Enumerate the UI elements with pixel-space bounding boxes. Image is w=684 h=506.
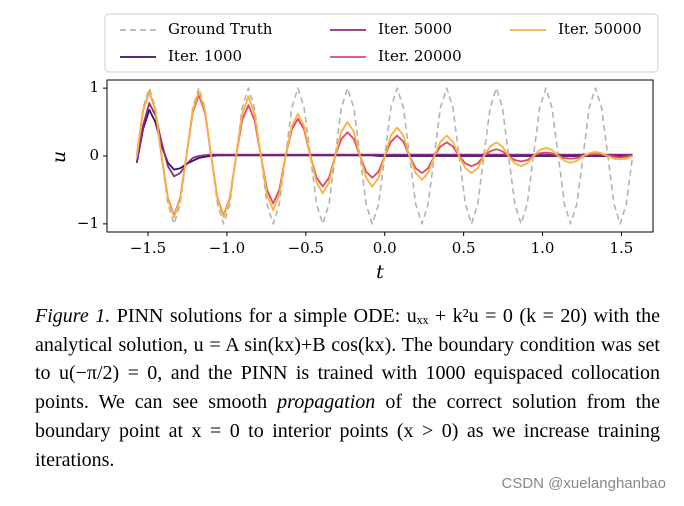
y-tick-label: 1 (89, 78, 99, 96)
legend-label: Iter. 20000 (378, 47, 462, 65)
legend-label: Iter. 5000 (378, 20, 452, 38)
legend-label: Iter. 50000 (558, 20, 642, 38)
x-axis-label: t (376, 261, 384, 283)
caption-text: PINN solutions for a simple ODE: uₓₓ + k… (35, 305, 660, 414)
plot-frame (106, 79, 654, 233)
x-tick-label: −0.5 (288, 239, 324, 257)
x-tick-label: 1.5 (610, 239, 634, 257)
caption-text: of the correct solution from the boundar… (35, 391, 661, 471)
y-axis-label: u (48, 151, 70, 163)
legend-label: Ground Truth (168, 20, 273, 38)
x-tick-label: 1.0 (531, 239, 555, 257)
y-tick-label: −1 (77, 214, 99, 232)
x-tick-label: −1.5 (130, 239, 166, 257)
y-tick-label: 0 (89, 146, 99, 164)
legend-box (104, 13, 659, 73)
x-tick-label: 0.5 (452, 239, 476, 257)
chart: t u −1.5 −1.0 −0.5 0.0 0.5 1.0 1.5 −1 0 1 Ground T… (48, 13, 659, 283)
series-line (135, 102, 633, 178)
caption-text: propagation (277, 391, 376, 414)
caption: Figure 1. PINN solutions for a simple OD… (35, 302, 660, 474)
legend-label: Iter. 1000 (168, 47, 242, 65)
watermark: CSDN @xuelanghanbao (501, 475, 667, 492)
x-tick-label: −1.0 (209, 239, 245, 257)
x-tick-label: 0.0 (373, 239, 397, 257)
series-line (135, 90, 633, 218)
caption-label: Figure 1. (35, 305, 111, 327)
